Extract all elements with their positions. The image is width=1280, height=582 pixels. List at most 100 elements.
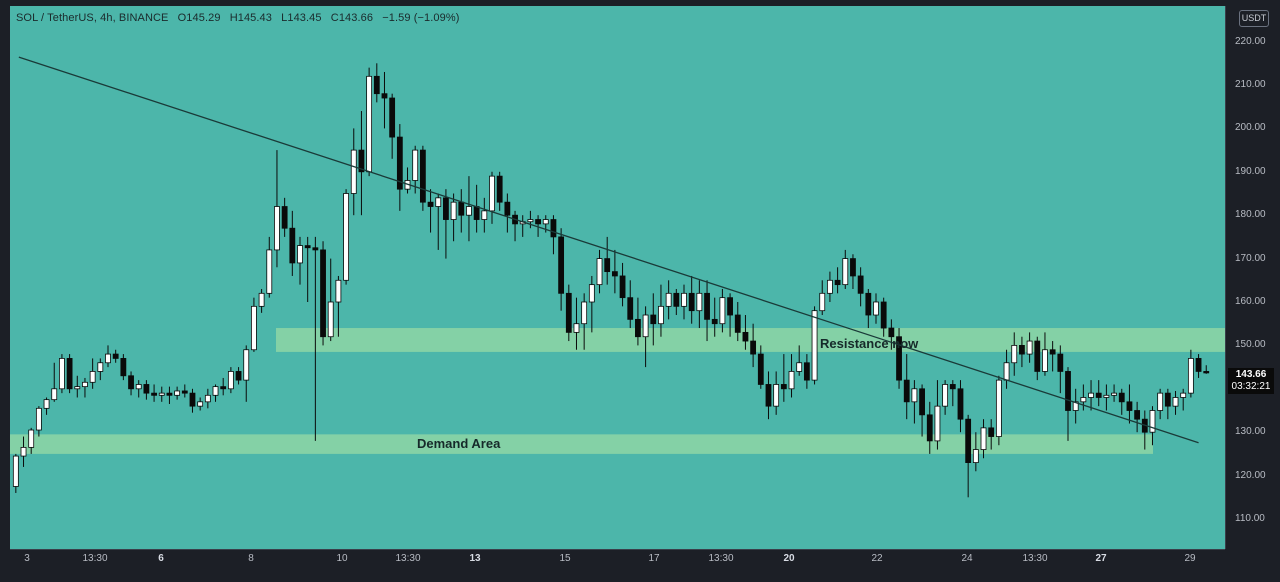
last-price-value: 143.66: [1235, 369, 1267, 380]
candle-up: [197, 401, 204, 407]
price-tick-label: 110.00: [1235, 513, 1265, 524]
chart-svg[interactable]: [10, 6, 1225, 549]
candle-down: [1049, 349, 1056, 355]
candle-up: [450, 201, 457, 220]
candle-down: [458, 201, 465, 216]
candle-up: [1180, 392, 1187, 398]
candle-down: [358, 149, 365, 173]
candle-up: [350, 149, 357, 194]
chart-plot-area[interactable]: Resistance now Demand Area: [10, 6, 1225, 549]
candle-up: [174, 390, 181, 396]
candle-down: [504, 201, 511, 216]
candle-up: [82, 381, 88, 388]
candle-down: [1203, 371, 1210, 374]
candle-up: [89, 371, 96, 383]
time-tick-label: 13:30: [395, 553, 421, 564]
candle-down: [834, 279, 841, 286]
candle-up: [105, 353, 111, 364]
candle-up: [811, 310, 818, 381]
candle-up: [97, 362, 104, 372]
candle-up: [719, 297, 726, 325]
candle-up: [74, 386, 81, 390]
candle-up: [665, 292, 672, 307]
candle-down: [857, 275, 864, 294]
candle-down: [1019, 344, 1025, 355]
candle-up: [527, 219, 534, 223]
candle-down: [120, 358, 127, 377]
demand-area-label: Demand Area: [417, 436, 501, 451]
candle-up: [1172, 397, 1179, 407]
candle-down: [604, 258, 611, 273]
candle-down: [389, 97, 396, 138]
candle-down: [919, 388, 925, 416]
candle-down: [750, 340, 757, 355]
candle-down: [189, 392, 196, 407]
candle-up: [1157, 392, 1164, 411]
candle-up: [773, 384, 780, 407]
time-scale[interactable]: [10, 549, 1225, 571]
candle-up: [489, 175, 495, 212]
candle-up: [642, 314, 649, 338]
resistance-label: Resistance now: [820, 336, 919, 351]
candle-up: [696, 292, 703, 312]
candle-up: [35, 407, 42, 431]
candle-up: [581, 301, 588, 325]
candle-down: [888, 327, 895, 338]
price-tick-label: 150.00: [1235, 339, 1266, 351]
candle-down: [320, 249, 326, 338]
candle-down: [112, 353, 119, 359]
candle-down: [865, 292, 872, 316]
candle-down: [704, 292, 710, 320]
candle-down: [128, 375, 134, 390]
candle-down: [619, 275, 626, 299]
candle-up: [911, 388, 918, 403]
price-tick-label: 210.00: [1235, 79, 1266, 90]
time-tick-label: 20: [783, 553, 795, 564]
time-tick-label: 13:30: [82, 553, 108, 564]
candle-down: [1065, 371, 1071, 411]
candle-up: [343, 193, 349, 281]
time-tick-label: 13: [469, 553, 481, 564]
candle-up: [588, 284, 595, 303]
ohlc-low: L143.45: [281, 12, 322, 24]
candle-down: [957, 388, 964, 420]
candle-up: [1026, 340, 1033, 355]
candle-up: [51, 388, 58, 401]
candle-up: [681, 292, 687, 307]
candle-down: [1164, 392, 1171, 407]
candle-up: [972, 449, 979, 463]
candle-up: [596, 258, 603, 286]
candle-down: [473, 206, 480, 220]
candle-down: [143, 384, 150, 394]
price-tick-label: 200.00: [1235, 122, 1266, 134]
candle-down: [220, 386, 227, 390]
candle-up: [819, 292, 826, 312]
bar-countdown: 03:32:21: [1231, 381, 1271, 392]
candle-up: [227, 371, 234, 390]
candle-up: [266, 249, 273, 294]
candle-up: [243, 349, 250, 381]
candle-up: [335, 279, 342, 303]
candle-down: [896, 336, 902, 381]
price-scale[interactable]: [1225, 6, 1275, 549]
candle-down: [880, 301, 887, 329]
candle-down: [235, 371, 242, 381]
candle-up: [1003, 362, 1010, 381]
candle-up: [481, 210, 488, 220]
candle-up: [842, 258, 849, 286]
candle-down: [765, 384, 772, 407]
candle-down: [151, 392, 157, 396]
candle-down: [711, 318, 718, 325]
candle-down: [926, 414, 933, 442]
currency-button[interactable]: USDT: [1239, 10, 1269, 27]
candle-up: [1072, 401, 1079, 411]
candle-down: [611, 271, 618, 277]
symbol-title[interactable]: SOL / TetherUS, 4h, BINANCE: [16, 12, 169, 24]
candle-up: [796, 362, 803, 372]
price-change: −1.59 (−1.09%): [382, 12, 460, 24]
candle-up: [1103, 394, 1110, 398]
candle-down: [1118, 392, 1125, 403]
candle-up: [135, 384, 142, 390]
symbol-legend[interactable]: SOL / TetherUS, 4h, BINANCE O145.29 H145…: [16, 12, 465, 24]
time-tick-label: 3: [24, 553, 30, 564]
